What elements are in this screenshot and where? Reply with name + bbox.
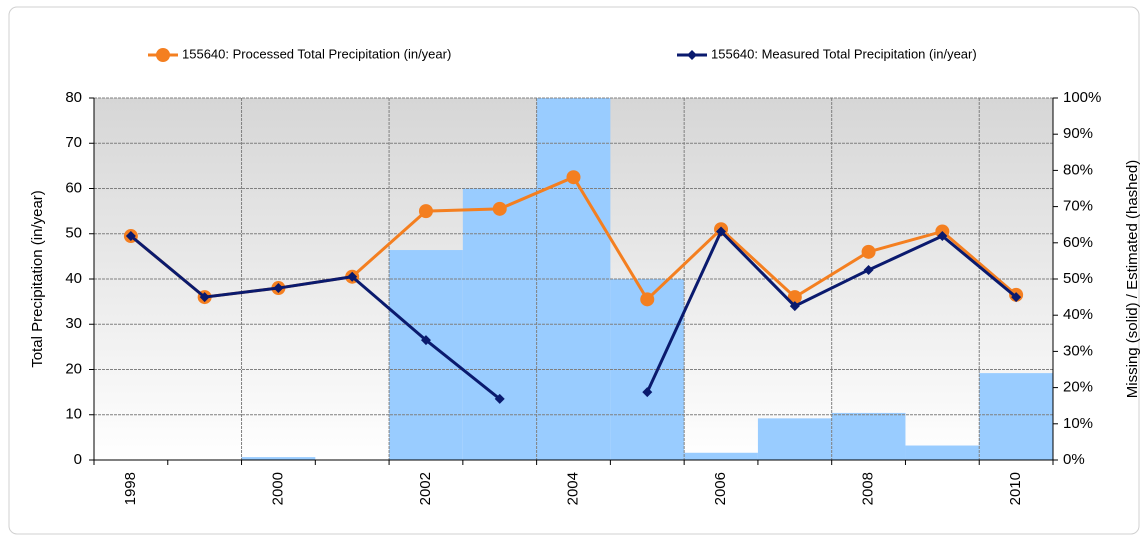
x-tick-label: 2000 [269, 472, 286, 505]
bar [757, 418, 832, 460]
y2-tick-label: 80% [1063, 161, 1093, 178]
legend-marker [156, 48, 170, 62]
marker [273, 283, 284, 294]
x-tick-label: 2010 [1007, 472, 1024, 505]
y2-tick-label: 40% [1063, 306, 1093, 323]
x-tick-label: 2006 [712, 472, 729, 505]
y-tick-label: 0 [74, 451, 82, 468]
y-axis-title: Total Precipitation (in/year) [29, 190, 46, 368]
x-tick-label: 1998 [122, 472, 139, 505]
line [129, 228, 1018, 401]
y-tick-label: 50 [65, 225, 82, 242]
bar [979, 373, 1053, 460]
marker [566, 170, 581, 185]
marker [863, 264, 874, 275]
marker [494, 393, 505, 404]
y-tick-label: 80 [65, 89, 82, 106]
legend-marker [687, 50, 697, 60]
bar [684, 452, 758, 460]
marker [640, 292, 655, 307]
y2-axis-title: Missing (solid) / Estimated (hashed) [1124, 160, 1141, 398]
bar [389, 250, 463, 460]
y2-tick-label: 20% [1063, 379, 1093, 396]
y-tick-label: 60 [65, 179, 82, 196]
legend-label: 155640: Measured Total Precipitation (in… [711, 46, 977, 61]
x-tick-label: 2004 [564, 472, 581, 505]
marker [125, 231, 136, 242]
y2-tick-label: 30% [1063, 342, 1093, 359]
y2-tick-label: 0% [1063, 451, 1085, 468]
y2-tick-label: 60% [1063, 234, 1093, 251]
bar [241, 457, 316, 460]
marker [861, 244, 876, 259]
marker [492, 201, 507, 216]
y2-tick-label: 10% [1063, 415, 1093, 432]
y-tick-label: 70 [65, 134, 82, 151]
y2-tick-label: 90% [1063, 125, 1093, 142]
marker [937, 231, 948, 242]
marker [199, 292, 210, 303]
x-tick-label: 2008 [860, 472, 877, 505]
marker [1011, 292, 1022, 303]
marker [642, 387, 653, 398]
marker [347, 271, 358, 282]
y-tick-label: 40 [65, 270, 82, 287]
marker [418, 204, 433, 219]
bar [831, 412, 906, 460]
marker [716, 226, 727, 237]
y-tick-label: 30 [65, 315, 82, 332]
x-tick-label: 2002 [417, 472, 434, 505]
marker [789, 301, 800, 312]
y2-tick-label: 50% [1063, 270, 1093, 287]
y2-tick-label: 70% [1063, 198, 1093, 215]
legend-label: 155640: Processed Total Precipitation (i… [182, 46, 451, 61]
marker [420, 335, 431, 346]
bar [905, 445, 980, 460]
y-tick-label: 20 [65, 360, 82, 377]
y-tick-label: 10 [65, 406, 82, 423]
y2-tick-label: 100% [1063, 89, 1101, 106]
